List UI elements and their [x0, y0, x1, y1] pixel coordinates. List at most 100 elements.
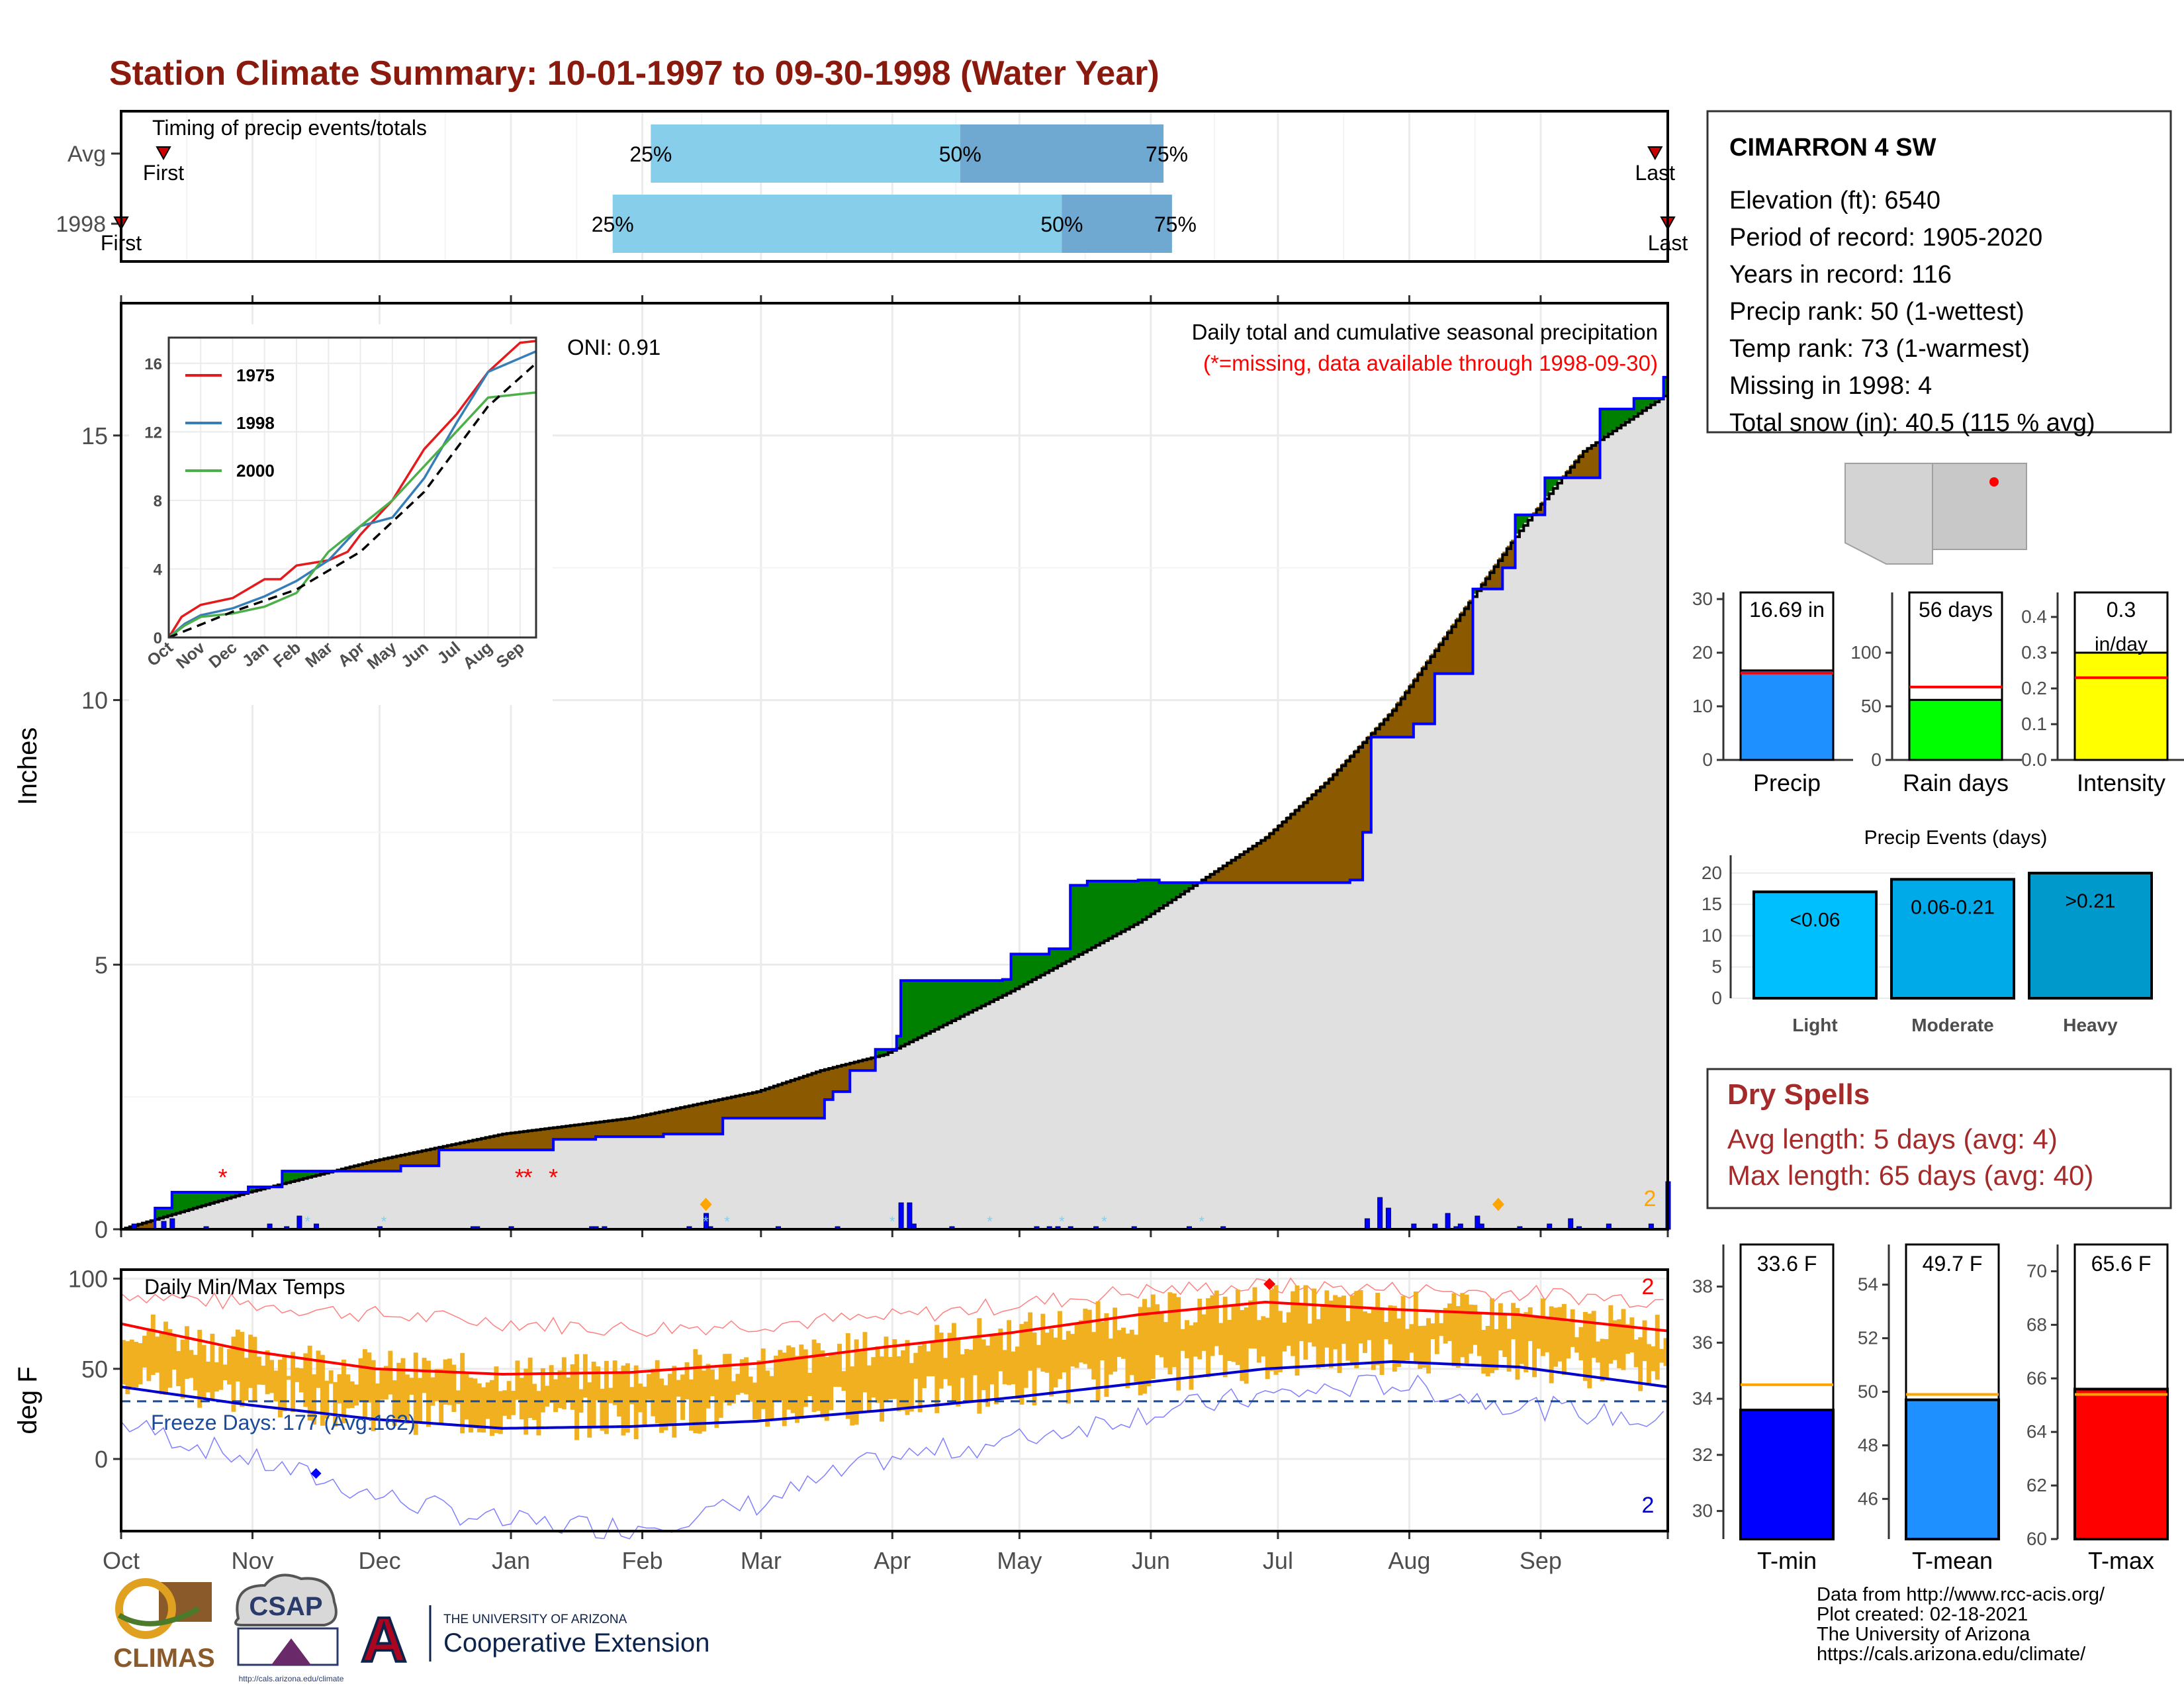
- daily-temp-bar: [455, 1390, 461, 1404]
- deviation-fill: [1240, 853, 1245, 883]
- daily-temp-bar: [803, 1349, 808, 1407]
- deviation-fill: [680, 1107, 686, 1135]
- daily-temp-bar: [1498, 1303, 1503, 1350]
- deviation-fill: [298, 1171, 304, 1180]
- deviation-fill: [1396, 701, 1402, 737]
- daily-temp-bar: [1176, 1297, 1181, 1391]
- daily-temp-bar: [930, 1342, 935, 1377]
- deviation-fill: [193, 1192, 198, 1208]
- deviation-fill: [1019, 954, 1024, 986]
- daily-temp-bar: [1646, 1344, 1651, 1384]
- deviation-fill: [1087, 880, 1092, 949]
- inset-legend-label: 2000: [236, 461, 275, 481]
- daily-temp-bar: [1227, 1319, 1232, 1361]
- daily-temp-bar: [1214, 1290, 1219, 1346]
- inset-y-tick: 12: [144, 424, 162, 442]
- deviation-fill: [845, 1063, 850, 1092]
- deviation-fill: [998, 980, 1003, 997]
- daily-temp-bar: [1447, 1303, 1452, 1341]
- x-month-label: Aug: [1388, 1547, 1430, 1574]
- deviation-fill: [1447, 630, 1453, 674]
- deviation-fill: [451, 1144, 457, 1150]
- daily-temp-bar: [349, 1381, 355, 1409]
- inset-y-tick: 0: [154, 630, 162, 647]
- record-tmax-line: [120, 1277, 1664, 1337]
- deviation-fill: [866, 1058, 872, 1071]
- daily-temp-bar: [477, 1383, 482, 1432]
- daily-temp-bar: [1142, 1299, 1147, 1394]
- deviation-fill: [1625, 408, 1630, 421]
- daily-precip-bar: [1385, 1207, 1391, 1230]
- daily-temp-bar: [1312, 1288, 1317, 1347]
- deviation-fill: [1210, 872, 1215, 883]
- daily-temp-bar: [1426, 1318, 1431, 1374]
- deviation-fill: [362, 1163, 367, 1172]
- daily-temp-bar: [473, 1378, 478, 1429]
- deviation-fill: [418, 1151, 423, 1166]
- daily-temp-bar: [1532, 1317, 1537, 1378]
- daily-temp-bar: [731, 1381, 736, 1404]
- deviation-fill: [875, 1049, 880, 1056]
- daily-temp-bar: [358, 1358, 363, 1401]
- daily-temp-bar: [379, 1368, 385, 1400]
- daily-temp-bar: [760, 1348, 766, 1409]
- deviation-fill: [1206, 875, 1211, 883]
- snow-marker: *: [1199, 1213, 1205, 1230]
- deviation-fill: [218, 1192, 224, 1201]
- deviation-fill: [566, 1125, 571, 1140]
- deviation-fill: [532, 1130, 537, 1150]
- deviation-fill: [943, 980, 948, 1024]
- deviation-fill: [222, 1192, 228, 1199]
- deviation-fill: [1146, 880, 1152, 915]
- daily-temp-bar: [1015, 1346, 1020, 1399]
- station-info-line: Missing in 1998: 4: [1729, 372, 1932, 400]
- timing-row-label: Avg: [68, 142, 106, 167]
- daily-temp-bar: [702, 1370, 707, 1432]
- daily-temp-bar: [392, 1380, 397, 1427]
- daily-temp-bar: [1163, 1322, 1168, 1368]
- events-tick-label: 0: [1711, 988, 1722, 1008]
- daily-precip-bar: [898, 1202, 904, 1230]
- daily-temp-bar: [1074, 1325, 1079, 1368]
- deviation-fill: [638, 1115, 643, 1137]
- timing-bar-25-50: [651, 124, 960, 183]
- daily-temp-bar: [498, 1391, 503, 1434]
- daily-temp-bar: [1617, 1319, 1622, 1368]
- freeze-label: Freeze Days: 177 (Avg:162): [151, 1411, 416, 1434]
- daily-temp-bar: [1235, 1289, 1240, 1366]
- deviation-fill: [625, 1118, 630, 1137]
- summary-tick-label: 0.3: [2021, 642, 2047, 663]
- deviation-fill: [536, 1129, 541, 1150]
- deviation-fill: [765, 1088, 770, 1119]
- temp-summary-tick-label: 60: [2026, 1528, 2047, 1549]
- deviation-fill: [1002, 979, 1007, 995]
- inset-y-tick: 8: [154, 492, 162, 510]
- daily-temp-bar: [1248, 1300, 1253, 1349]
- daily-temp-bar: [591, 1361, 596, 1429]
- deviation-fill: [409, 1152, 414, 1166]
- deviation-fill: [676, 1107, 681, 1135]
- daily-temp-bar: [608, 1387, 614, 1403]
- deviation-fill: [1053, 949, 1058, 967]
- timing-p75-label: 75%: [1146, 142, 1188, 166]
- deviation-fill: [938, 980, 944, 1027]
- deviation-fill: [1295, 808, 1300, 883]
- temp-title: Daily Min/Max Temps: [144, 1275, 345, 1299]
- deviation-fill: [697, 1103, 702, 1135]
- daily-temp-bar: [286, 1376, 291, 1380]
- deviation-fill: [604, 1121, 609, 1137]
- daily-temp-bar: [1596, 1341, 1601, 1363]
- deviation-fill: [1413, 677, 1418, 724]
- daily-temp-bar: [1079, 1320, 1083, 1363]
- deviation-fill: [684, 1106, 690, 1135]
- daily-temp-bar: [998, 1328, 1003, 1372]
- deviation-fill: [1443, 635, 1448, 674]
- summary-tick-label: 10: [1692, 696, 1713, 716]
- temp-summary-tick-label: 52: [1858, 1328, 1878, 1348]
- record-high-marker: [1263, 1278, 1276, 1290]
- summary-bar-name: Intensity: [2077, 769, 2165, 796]
- deviation-fill: [455, 1143, 461, 1150]
- deviation-fill: [1409, 683, 1414, 737]
- y-tick-label: 5: [95, 951, 108, 978]
- deviation-fill: [210, 1192, 215, 1203]
